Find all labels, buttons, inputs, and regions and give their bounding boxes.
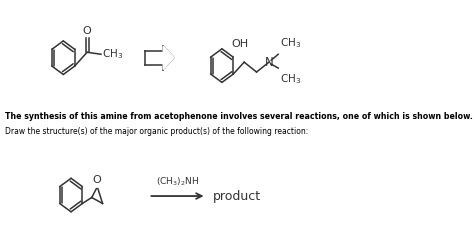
Text: CH$_3$: CH$_3$ <box>102 47 123 61</box>
Text: CH$_3$: CH$_3$ <box>280 72 301 86</box>
Text: OH: OH <box>231 39 248 49</box>
Text: The synthesis of this amine from acetophenone involves several reactions, one of: The synthesis of this amine from acetoph… <box>5 112 473 121</box>
Polygon shape <box>163 46 174 70</box>
Text: product: product <box>213 189 261 202</box>
Text: CH$_3$: CH$_3$ <box>280 37 301 50</box>
Text: Draw the structure(s) of the major organic product(s) of the following reaction:: Draw the structure(s) of the major organ… <box>5 127 309 136</box>
Text: O: O <box>93 175 101 185</box>
Text: O: O <box>82 27 91 37</box>
Text: (CH$_3$)$_2$NH: (CH$_3$)$_2$NH <box>156 176 199 188</box>
Text: N: N <box>264 56 273 69</box>
